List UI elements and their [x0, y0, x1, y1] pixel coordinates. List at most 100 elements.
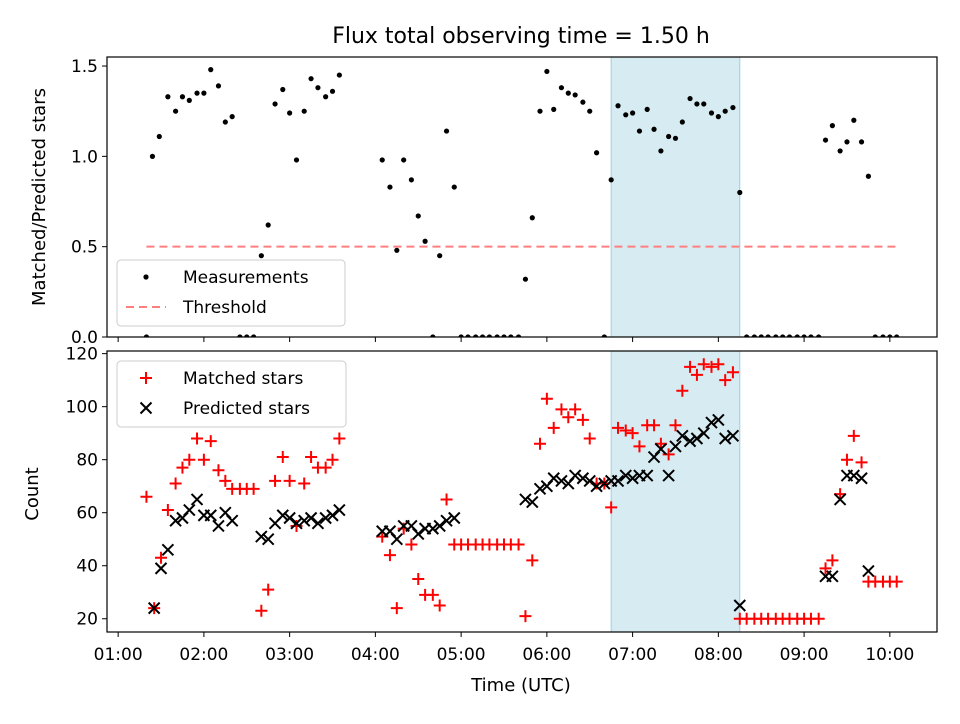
- bottom-series-0-point-52: [547, 421, 560, 434]
- bottom-series-0-point-36: [433, 599, 446, 612]
- top-series-0-point-64: [636, 128, 643, 134]
- bottom-series-0-point-90: [819, 562, 832, 575]
- bottom-series-0-point-77: [726, 366, 739, 379]
- bottom-series-1-point-56: [669, 440, 682, 453]
- top-panel-plot: 0.0 0.5 1.0 1.5 Measurements Threshold: [71, 56, 938, 348]
- bottom-series-1-point-49: [619, 469, 632, 482]
- top-series-0-point-38: [451, 184, 457, 190]
- top-series-0-point-27: [336, 72, 342, 78]
- bottom-series-0-point-100: [890, 575, 903, 588]
- x-axis-label: Time (UTC): [470, 675, 571, 696]
- top-series-0-point-20: [287, 110, 293, 116]
- top-series-0-point-52: [551, 106, 557, 112]
- bottom-series-0-point-61: [612, 421, 625, 434]
- top-series-0-point-12: [229, 114, 235, 120]
- top-series-0-point-79: [744, 334, 750, 337]
- bottom-series-0-point-73: [697, 358, 710, 371]
- bottom-series-1-point-35: [519, 493, 532, 506]
- bottom-legend-label-0: Matched stars: [183, 369, 303, 389]
- bottom-series-1-point-29: [412, 527, 425, 541]
- top-series-0-point-44: [494, 334, 500, 337]
- bottom-series-0-point-27: [333, 432, 346, 445]
- top-series-0-point-57: [587, 108, 593, 114]
- bottom-series-0-point-69: [669, 419, 682, 432]
- bottom-series-0-point-23: [305, 451, 318, 464]
- bottom-series-0-point-75: [712, 358, 725, 371]
- bottom-series-0-point-0: [140, 490, 153, 503]
- x-tick-label-6: 07:00: [608, 645, 657, 665]
- bottom-series-0-point-48: [519, 610, 532, 623]
- bottom-series-0-point-71: [684, 360, 697, 373]
- bottom-series-0-point-8: [197, 453, 210, 466]
- bottom-series-1-point-62: [712, 413, 725, 427]
- top-series-0-point-54: [565, 90, 571, 96]
- bottom-series-1-point-22: [326, 509, 339, 522]
- top-series-0-point-74: [708, 110, 715, 116]
- top-series-0-point-5: [179, 94, 186, 100]
- bottom-series-0-point-55: [569, 403, 582, 416]
- bottom-series-0-point-7: [191, 432, 204, 445]
- bottom-series-1-point-19: [304, 511, 318, 525]
- bottom-series-1-point-18: [298, 514, 311, 527]
- bottom-series-0-point-95: [855, 456, 868, 469]
- bottom-series-0-point-35: [426, 588, 439, 601]
- bottom-series-0-point-10: [212, 464, 225, 477]
- bottom-series-1-point-8: [204, 509, 217, 522]
- bottom-series-1-point-12: [255, 530, 268, 543]
- bottom-series-0-point-16: [255, 604, 268, 617]
- top-series-0-point-36: [437, 253, 443, 259]
- bottom-series-0-point-26: [326, 453, 339, 466]
- bottom-series-0-point-33: [412, 572, 425, 585]
- top-series-0-point-80: [751, 334, 757, 337]
- top-legend: Measurements Threshold: [116, 259, 346, 327]
- bottom-series-1-point-20: [311, 517, 325, 530]
- bottom-series-1-point-43: [576, 472, 590, 485]
- bottom-series-1-point-54: [654, 442, 668, 456]
- top-y-tick-label-0: 0.0: [71, 328, 98, 348]
- top-series-0-point-14: [244, 334, 250, 337]
- top-series-0-point-55: [572, 92, 578, 98]
- bottom-series-0-point-18: [269, 474, 282, 487]
- bottom-legend: Matched stars Predicted stars: [116, 360, 347, 428]
- bottom-series-1-point-37: [533, 482, 547, 496]
- bottom-series-1-point-60: [697, 426, 710, 440]
- bottom-series-0-point-93: [840, 453, 853, 466]
- top-series-0-point-94: [851, 117, 857, 123]
- bottom-series-1-point-2: [161, 543, 175, 557]
- top-series-0-point-0: [143, 334, 150, 337]
- top-series-0-point-47: [515, 334, 522, 337]
- bottom-series-1-point-50: [626, 472, 639, 485]
- top-series-0-point-63: [630, 110, 636, 116]
- top-panel-y-axis-label: Matched/Predicted stars: [29, 88, 50, 306]
- bottom-series-1-point-6: [190, 493, 204, 506]
- top-y-tick-label-2: 1.0: [71, 147, 98, 167]
- top-series-0-point-17: [265, 222, 271, 228]
- top-series-0-point-60: [608, 177, 614, 183]
- top-series-0-point-97: [872, 334, 878, 337]
- bottom-series-0-point-11: [219, 474, 232, 487]
- bottom-y-tick-label-5: 120: [66, 345, 98, 365]
- top-legend-swatch-0: [143, 274, 149, 280]
- top-series-0-point-75: [715, 114, 721, 120]
- x-tick-label-5: 06:00: [522, 645, 571, 665]
- bottom-series-0-point-19: [276, 451, 289, 464]
- x-tick-label-3: 04:00: [351, 645, 400, 665]
- bottom-series-0-point-4: [169, 477, 182, 490]
- bottom-series-1-point-11: [225, 514, 239, 527]
- top-series-0-point-11: [222, 119, 228, 125]
- bottom-series-1-point-48: [611, 474, 625, 488]
- bottom-series-1-point-15: [276, 509, 289, 522]
- top-series-0-point-22: [301, 108, 307, 114]
- bottom-series-1-point-52: [640, 469, 654, 482]
- bottom-series-0-point-57: [583, 432, 596, 445]
- bottom-y-tick-label-0: 20: [76, 610, 98, 630]
- top-series-0-point-16: [258, 253, 264, 259]
- bottom-legend-swatch-1: [139, 401, 153, 415]
- x-tick-label-2: 03:00: [265, 645, 314, 665]
- bottom-series-0-point-74: [705, 360, 718, 373]
- top-series-0-point-19: [280, 86, 286, 93]
- top-legend-label-0: Measurements: [183, 268, 309, 288]
- bottom-series-0-point-47: [512, 538, 525, 551]
- top-series-0-point-86: [794, 334, 800, 337]
- top-series-0-point-85: [786, 334, 793, 337]
